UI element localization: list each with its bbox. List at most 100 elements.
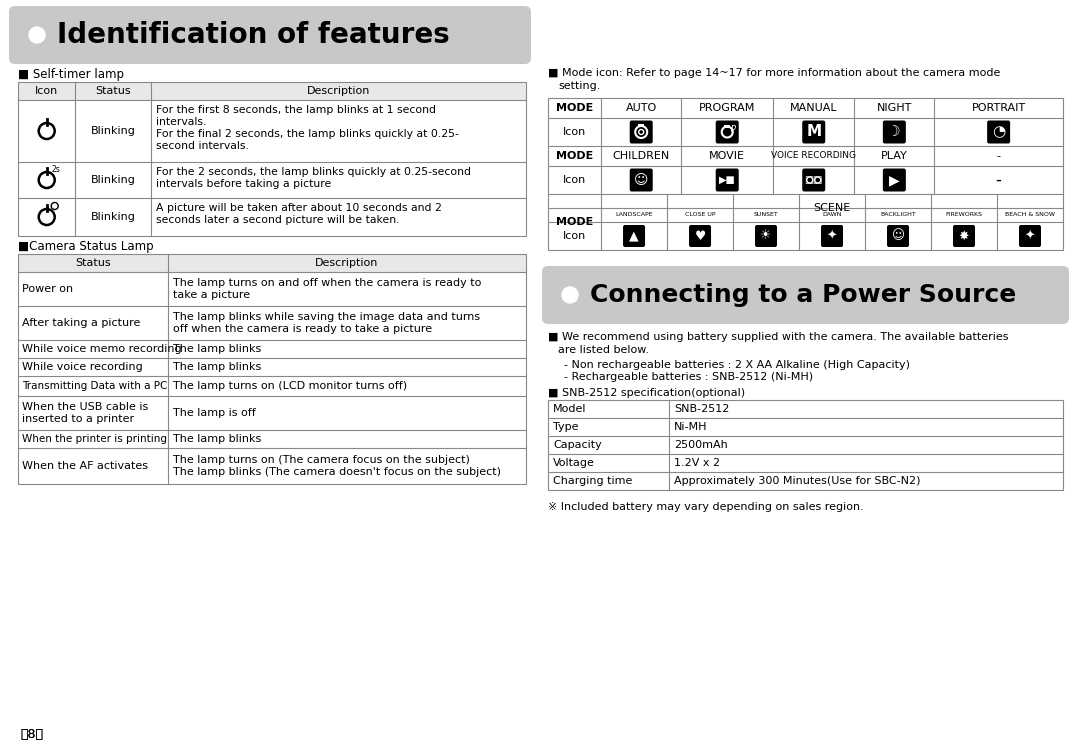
Text: off when the camera is ready to take a picture: off when the camera is ready to take a p… [173, 324, 432, 334]
Text: MODE: MODE [556, 217, 593, 227]
Circle shape [29, 27, 45, 43]
Text: ■ SNB-2512 specification(optional): ■ SNB-2512 specification(optional) [548, 388, 745, 398]
Text: While voice memo recording: While voice memo recording [22, 344, 181, 354]
Text: ☽: ☽ [887, 125, 900, 140]
Text: Identification of features: Identification of features [57, 21, 449, 49]
Text: ✦: ✦ [827, 230, 837, 242]
Text: Description: Description [307, 86, 370, 96]
FancyBboxPatch shape [689, 225, 711, 247]
Text: setting.: setting. [558, 81, 600, 91]
FancyBboxPatch shape [882, 121, 906, 143]
Bar [18, 82, 526, 100]
Text: For the final 2 seconds, the lamp blinks quickly at 0.25-: For the final 2 seconds, the lamp blinks… [156, 129, 459, 139]
Text: inserted to a printer: inserted to a printer [22, 413, 134, 424]
Text: Blinking: Blinking [91, 126, 135, 136]
Text: ♥: ♥ [694, 230, 705, 242]
Text: Icon: Icon [563, 231, 586, 241]
Text: The lamp blinks while saving the image data and turns: The lamp blinks while saving the image d… [173, 312, 480, 322]
Text: ■Camera Status Lamp: ■Camera Status Lamp [18, 240, 153, 253]
FancyBboxPatch shape [802, 169, 825, 192]
Text: ▶■: ▶■ [719, 175, 735, 185]
Text: SCENE: SCENE [813, 203, 851, 213]
Bar [18, 254, 526, 272]
Circle shape [562, 287, 578, 303]
Text: Model: Model [553, 404, 586, 414]
Text: Voltage: Voltage [553, 458, 595, 468]
Text: Type: Type [553, 422, 579, 432]
Text: Power on: Power on [22, 284, 73, 294]
Text: ✸: ✸ [959, 230, 969, 242]
Text: Icon: Icon [563, 175, 586, 185]
FancyBboxPatch shape [630, 169, 652, 192]
Text: LANDSCAPE: LANDSCAPE [616, 213, 652, 218]
Text: Approximately 300 Minutes(Use for SBC-N2): Approximately 300 Minutes(Use for SBC-N2… [674, 476, 920, 486]
Text: MANUAL: MANUAL [789, 103, 838, 113]
Text: The lamp blinks (The camera doesn't focus on the subject): The lamp blinks (The camera doesn't focu… [173, 467, 501, 477]
Text: MODE: MODE [556, 151, 593, 161]
Text: ▲: ▲ [630, 230, 639, 242]
Text: The lamp blinks: The lamp blinks [173, 362, 261, 372]
Bar [725, 125, 730, 128]
Bar [548, 400, 1063, 490]
Text: PORTRAIT: PORTRAIT [972, 103, 1026, 113]
Text: When the AF activates: When the AF activates [22, 461, 148, 471]
Text: Status: Status [95, 86, 131, 96]
FancyBboxPatch shape [630, 121, 652, 143]
Text: For the 2 seconds, the lamp blinks quickly at 0.25-second: For the 2 seconds, the lamp blinks quick… [156, 167, 471, 177]
Text: FIREWORKS: FIREWORKS [945, 213, 983, 218]
FancyBboxPatch shape [1020, 225, 1041, 247]
Text: ※ Included battery may vary depending on sales region.: ※ Included battery may vary depending on… [548, 502, 864, 512]
Text: Icon: Icon [563, 127, 586, 137]
Text: ☺: ☺ [634, 173, 648, 187]
Text: The lamp turns on (LCD monitor turns off): The lamp turns on (LCD monitor turns off… [173, 381, 407, 391]
FancyBboxPatch shape [542, 266, 1069, 324]
Text: MODE: MODE [556, 103, 593, 113]
Text: 1.2V x 2: 1.2V x 2 [674, 458, 720, 468]
FancyBboxPatch shape [716, 121, 739, 143]
Text: Connecting to a Power Source: Connecting to a Power Source [590, 283, 1016, 307]
Text: PROGRAM: PROGRAM [699, 103, 755, 113]
Text: seconds later a second picture will be taken.: seconds later a second picture will be t… [156, 215, 400, 225]
Text: Transmitting Data with a PC: Transmitting Data with a PC [22, 381, 167, 391]
Text: -: - [997, 151, 1001, 161]
FancyBboxPatch shape [953, 225, 975, 247]
Text: second intervals.: second intervals. [156, 141, 248, 151]
Text: When the printer is printing: When the printer is printing [22, 434, 167, 444]
Text: -: - [996, 171, 1001, 189]
Text: The lamp turns on and off when the camera is ready to: The lamp turns on and off when the camer… [173, 278, 482, 288]
Text: The lamp turns on (The camera focus on the subject): The lamp turns on (The camera focus on t… [173, 455, 470, 465]
Text: ✦: ✦ [1025, 230, 1036, 242]
Bar [548, 98, 1063, 250]
FancyBboxPatch shape [9, 6, 531, 64]
Text: 2s: 2s [52, 165, 60, 174]
Text: When the USB cable is: When the USB cable is [22, 403, 148, 413]
Text: 〈8〉: 〈8〉 [21, 728, 43, 741]
Text: CHILDREN: CHILDREN [612, 151, 670, 161]
Text: ☀: ☀ [760, 230, 771, 242]
Text: take a picture: take a picture [173, 290, 249, 300]
Text: ▶: ▶ [889, 173, 900, 187]
Text: □□: □□ [805, 175, 823, 185]
Text: intervals before taking a picture: intervals before taking a picture [156, 179, 330, 189]
Text: ■ We recommend using battery supplied with the camera. The available batteries: ■ We recommend using battery supplied wi… [548, 332, 1009, 342]
Text: Capacity: Capacity [553, 440, 602, 450]
Text: 〈8〉: 〈8〉 [21, 728, 43, 741]
Bar [18, 254, 526, 484]
Text: Blinking: Blinking [91, 212, 135, 222]
Text: Ni-MH: Ni-MH [674, 422, 707, 432]
Text: After taking a picture: After taking a picture [22, 318, 140, 328]
Text: SNB-2512: SNB-2512 [674, 404, 729, 414]
Text: ■ Self-timer lamp: ■ Self-timer lamp [18, 68, 124, 81]
Text: ☺: ☺ [891, 230, 905, 242]
Text: ◔: ◔ [993, 125, 1005, 140]
Text: Charging time: Charging time [553, 476, 633, 486]
Bar [638, 124, 644, 127]
FancyBboxPatch shape [987, 121, 1010, 143]
FancyBboxPatch shape [802, 121, 825, 143]
Text: - Non rechargeable batteries : 2 X AA Alkaline (High Capacity): - Non rechargeable batteries : 2 X AA Al… [564, 360, 910, 370]
FancyBboxPatch shape [887, 225, 909, 247]
Text: CLOSE UP: CLOSE UP [685, 213, 715, 218]
Text: - Rechargeable batteries : SNB-2512 (Ni-MH): - Rechargeable batteries : SNB-2512 (Ni-… [564, 372, 813, 382]
FancyBboxPatch shape [755, 225, 777, 247]
Text: While voice recording: While voice recording [22, 362, 143, 372]
